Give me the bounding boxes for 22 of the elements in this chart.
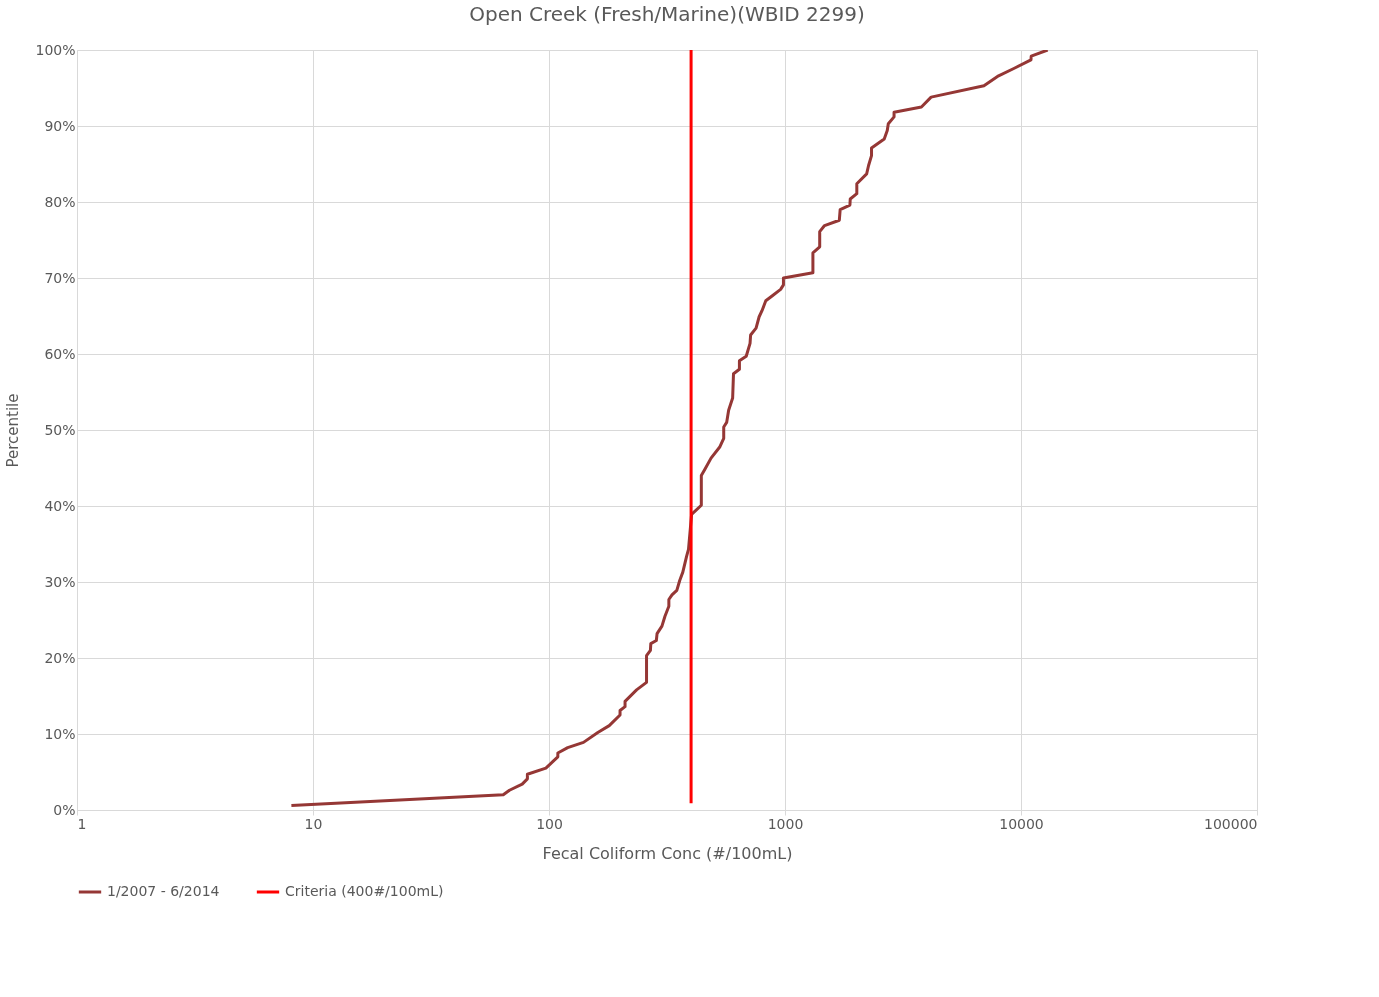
y-tick-label: 80% bbox=[44, 193, 76, 210]
y-tick-label: 100% bbox=[35, 41, 76, 58]
y-tick-label: 20% bbox=[44, 649, 76, 666]
x-axis-title: Fecal Coliform Conc (#/100mL) bbox=[542, 843, 793, 863]
x-tick-label: 1 bbox=[77, 815, 87, 832]
x-tick-label: 100000 bbox=[1204, 815, 1258, 832]
y-axis-title: Percentile bbox=[4, 393, 23, 468]
y-tick-label: 0% bbox=[53, 801, 76, 818]
y-tick-label: 30% bbox=[44, 573, 76, 590]
y-tick-label: 50% bbox=[44, 421, 76, 438]
chart-title: Open Creek (Fresh/Marine)(WBID 2299) bbox=[469, 2, 865, 26]
x-tick-label: 10 bbox=[304, 815, 323, 832]
legend-label: 1/2007 - 6/2014 bbox=[107, 883, 220, 899]
y-tick-label: 90% bbox=[44, 117, 76, 134]
x-tick-label: 1000 bbox=[767, 815, 804, 832]
y-tick-label: 60% bbox=[44, 345, 76, 362]
x-tick-label: 10000 bbox=[999, 815, 1044, 832]
legend-label: Criteria (400#/100mL) bbox=[285, 883, 444, 899]
y-tick-label: 70% bbox=[44, 269, 76, 286]
y-tick-label: 40% bbox=[44, 497, 76, 514]
x-tick-label: 100 bbox=[536, 815, 563, 832]
y-tick-label: 10% bbox=[44, 725, 76, 742]
